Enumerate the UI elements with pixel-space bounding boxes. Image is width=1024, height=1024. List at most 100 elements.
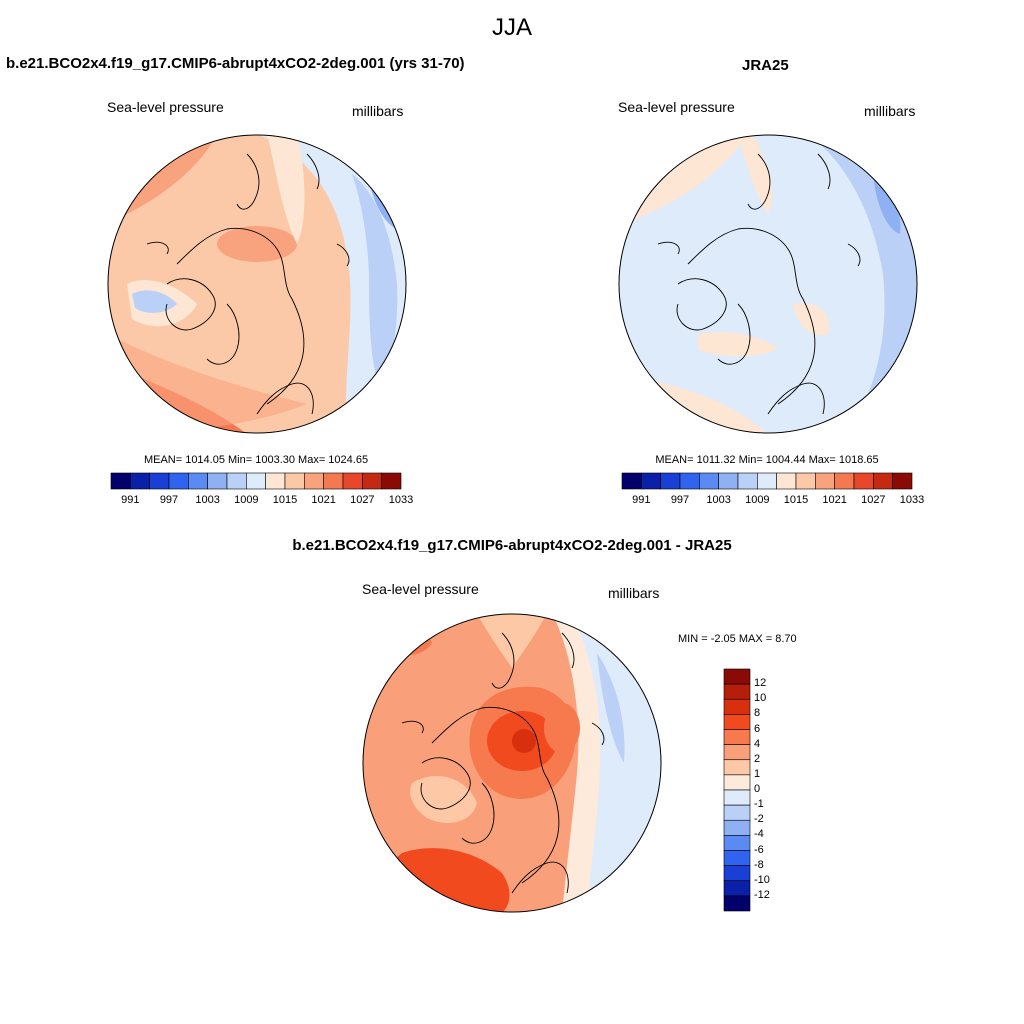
model-colorbar-swatch	[207, 472, 228, 490]
diff-colorbar-swatch	[723, 774, 751, 791]
diff-west-pale	[410, 775, 477, 823]
model-colorbar-tick-label: 1021	[311, 494, 336, 506]
model-colorbar-swatch	[246, 472, 266, 490]
obs-colorbar-tick-label: 1015	[783, 494, 809, 506]
obs-colorbar-swatch	[815, 472, 835, 490]
diff-colorbar-swatch	[723, 683, 751, 700]
diff-colorbar-tick-label: -12	[754, 888, 770, 901]
diff-colorbar-swatch	[723, 789, 751, 806]
obs-pale-north	[738, 135, 773, 214]
diff-colorbar-tick-label: 6	[754, 722, 761, 735]
model-colorbar-swatch	[130, 472, 150, 490]
diff-colorbar-swatch	[723, 698, 751, 715]
diff-colorbar-tick-label: 0	[754, 783, 761, 795]
obs-colorbar-swatch	[834, 472, 855, 490]
diff-units-label: millibars	[608, 585, 660, 601]
diff-colorbar-swatch	[723, 804, 751, 821]
model-colorbar-swatch	[226, 472, 247, 490]
model-variable-label: Sea-level pressure	[107, 99, 224, 115]
diff-colorbar-tick-label: -4	[754, 828, 764, 841]
model-colorbar-swatch	[265, 472, 286, 490]
model-map-border	[107, 134, 407, 434]
model-colorbar-swatch	[362, 472, 382, 490]
obs-colorbar-swatch	[641, 472, 661, 490]
obs-polar-map	[618, 134, 918, 434]
model-colorbar-swatch	[304, 472, 324, 490]
figure-title: JJA	[491, 14, 532, 41]
model-pale-strip	[267, 135, 305, 244]
diff-colorbar-swatch	[723, 850, 751, 866]
obs-colorbar-swatch	[660, 472, 681, 490]
obs-stats: MEAN= 1011.32 Min= 1004.44 Max= 1018.65	[655, 454, 879, 466]
model-colorbar-swatch	[381, 472, 402, 490]
diff-colorbar-swatch	[723, 714, 751, 730]
diff-variable-label: Sea-level pressure	[362, 581, 479, 597]
obs-colorbar-swatch	[873, 472, 893, 490]
diff-coastlines	[401, 632, 605, 894]
obs-colorbar-swatch	[776, 472, 797, 490]
model-low-core	[352, 174, 398, 394]
diff-colorbar-tick-label: -8	[754, 858, 764, 871]
diff-stats: MIN = -2.05 MAX = 8.70	[678, 633, 797, 645]
model-colorbar-tick-label: 1027	[350, 494, 375, 506]
obs-pale-strip	[698, 332, 778, 357]
diff-colorbar-swatch	[723, 759, 751, 776]
diff-colorbar-swatch	[723, 744, 751, 761]
obs-colorbar-swatch	[621, 472, 642, 490]
obs-colorbar-swatch	[737, 472, 758, 490]
model-colorbar-tick-label: 1003	[195, 494, 220, 506]
model-units-label: millibars	[352, 103, 404, 119]
model-colorbar-swatch	[188, 472, 208, 490]
obs-colorbar-swatch	[892, 472, 913, 490]
model-colorbar-tick-label: 1015	[272, 494, 298, 506]
diff-colorbar-swatch	[723, 819, 751, 836]
obs-colorbar-tick-label: 991	[632, 494, 651, 506]
model-colorbar-swatch	[284, 472, 305, 490]
diff-colorbar-tick-label: -6	[754, 843, 764, 856]
diff-colorbar-tick-label: 2	[754, 752, 761, 765]
model-colorbar-tick-label: 1009	[234, 494, 259, 506]
model-colorbar-swatch	[342, 472, 363, 490]
obs-colorbar-tick-label: 1003	[706, 494, 731, 506]
model-central-high	[217, 226, 297, 262]
model-colorbar-tick-label: 991	[121, 494, 140, 506]
diff-polar-map	[362, 613, 662, 913]
obs-low-east-core	[873, 174, 901, 234]
model-colorbar-swatch	[323, 472, 344, 490]
model-coastlines	[146, 153, 350, 415]
model-colorbar-ticks: 991 997 1003 1009 1015 1021 1027 1033	[111, 494, 413, 508]
diff-colorbar-ticks: 12 10 8 6 4 2 1 0 -1 -2 -4 -6 -8 -10 -12	[754, 669, 794, 911]
obs-colorbar-swatch	[679, 472, 700, 490]
diff-colorbar-tick-label: -2	[754, 813, 764, 826]
model-colorbar	[110, 472, 402, 490]
model-colorbar-swatch	[149, 472, 170, 490]
obs-colorbar-ticks: 991 997 1003 1009 1015 1021 1027 1033	[622, 494, 924, 508]
diff-map-border	[362, 613, 662, 913]
diff-colorbar-tick-label: -1	[754, 798, 764, 811]
diff-panel-title: b.e21.BCO2x4.f19_g17.CMIP6-abrupt4xCO2-2…	[292, 537, 732, 554]
obs-panel-title: JRA25	[742, 57, 789, 74]
obs-units-label: millibars	[864, 103, 916, 119]
model-polar-map	[107, 134, 407, 434]
diff-colorbar-tick-label: 8	[754, 707, 761, 720]
diff-colorbar-swatch	[723, 729, 751, 745]
obs-colorbar-tick-label: 997	[670, 494, 690, 506]
diff-colorbar-swatch	[723, 668, 751, 685]
diff-colorbar-tick-label: -10	[754, 873, 770, 886]
diff-colorbar-swatch	[723, 835, 751, 851]
diff-central-peak	[512, 729, 536, 753]
diff-colorbar-swatch	[723, 865, 751, 882]
obs-colorbar-swatch	[718, 472, 739, 490]
model-colorbar-swatch	[168, 472, 189, 490]
model-stats: MEAN= 1014.05 Min= 1003.30 Max= 1024.65	[143, 454, 369, 466]
obs-coastlines	[657, 153, 861, 415]
diff-colorbar	[723, 668, 751, 912]
obs-colorbar-swatch	[757, 472, 777, 490]
model-colorbar-tick-label: 1033	[388, 494, 414, 506]
diff-colorbar-tick-label: 4	[754, 737, 761, 750]
diff-colorbar-tick-label: 12	[754, 677, 767, 690]
obs-colorbar-swatch	[795, 472, 816, 490]
diff-pale-north	[477, 614, 547, 668]
obs-colorbar-tick-label: 1027	[861, 494, 886, 506]
model-panel-title: b.e21.BCO2x4.f19_g17.CMIP6-abrupt4xCO2-2…	[6, 55, 465, 72]
